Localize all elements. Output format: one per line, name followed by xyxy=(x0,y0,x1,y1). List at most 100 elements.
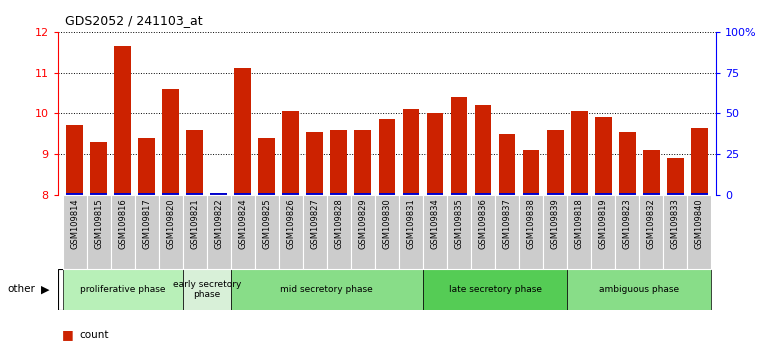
Bar xyxy=(162,193,179,195)
Text: GSM109816: GSM109816 xyxy=(118,198,127,249)
Bar xyxy=(114,46,131,195)
Text: GSM109829: GSM109829 xyxy=(358,198,367,249)
Bar xyxy=(667,158,684,195)
Text: GSM109836: GSM109836 xyxy=(478,198,487,249)
Bar xyxy=(111,195,135,269)
Bar xyxy=(279,195,303,269)
Text: GSM109832: GSM109832 xyxy=(647,198,656,249)
Text: mid secretory phase: mid secretory phase xyxy=(280,285,373,294)
Bar xyxy=(182,269,231,310)
Text: GSM109820: GSM109820 xyxy=(166,198,176,249)
Bar xyxy=(351,195,375,269)
Text: early secretory
phase: early secretory phase xyxy=(172,280,241,299)
Bar xyxy=(90,193,107,195)
Bar xyxy=(691,127,708,195)
Bar xyxy=(283,111,300,195)
Text: count: count xyxy=(79,330,109,339)
Bar xyxy=(90,142,107,195)
Bar xyxy=(591,195,615,269)
Bar xyxy=(519,195,543,269)
Text: ▶: ▶ xyxy=(41,284,49,295)
Text: GSM109827: GSM109827 xyxy=(310,198,320,249)
Text: other: other xyxy=(8,284,35,295)
Bar xyxy=(231,195,255,269)
Bar xyxy=(234,69,251,195)
Bar xyxy=(303,195,326,269)
Text: GSM109831: GSM109831 xyxy=(407,198,416,249)
Bar xyxy=(499,193,515,195)
Text: GSM109825: GSM109825 xyxy=(263,198,271,249)
Bar xyxy=(210,193,227,195)
Text: GSM109821: GSM109821 xyxy=(190,198,199,249)
Bar xyxy=(403,109,420,195)
Bar xyxy=(182,195,206,269)
Bar xyxy=(471,195,495,269)
Text: GSM109817: GSM109817 xyxy=(142,198,151,249)
Bar xyxy=(62,195,86,269)
Bar xyxy=(523,150,540,195)
Text: ■: ■ xyxy=(62,353,73,354)
Bar xyxy=(663,195,688,269)
Bar xyxy=(354,130,371,195)
Text: late secretory phase: late secretory phase xyxy=(449,285,541,294)
Bar xyxy=(231,269,423,310)
Text: GSM109830: GSM109830 xyxy=(383,198,391,249)
Bar xyxy=(474,105,491,195)
Bar xyxy=(427,193,444,195)
Bar xyxy=(259,138,275,195)
Bar xyxy=(691,193,708,195)
Bar xyxy=(234,193,251,195)
Bar xyxy=(615,195,639,269)
Text: GSM109818: GSM109818 xyxy=(574,198,584,249)
Bar xyxy=(379,193,395,195)
Text: GSM109828: GSM109828 xyxy=(334,198,343,249)
Bar xyxy=(619,193,635,195)
Bar xyxy=(399,195,423,269)
Bar xyxy=(495,195,519,269)
Text: GSM109834: GSM109834 xyxy=(430,198,440,249)
Text: ■: ■ xyxy=(62,328,73,341)
Bar xyxy=(306,132,323,195)
Text: GSM109815: GSM109815 xyxy=(94,198,103,249)
Bar xyxy=(354,193,371,195)
Bar xyxy=(330,130,347,195)
Bar xyxy=(619,132,635,195)
Bar xyxy=(643,150,660,195)
Bar xyxy=(594,193,611,195)
Bar xyxy=(688,195,711,269)
Bar xyxy=(639,195,663,269)
Bar xyxy=(423,195,447,269)
Bar xyxy=(330,193,347,195)
Bar xyxy=(499,133,515,195)
Bar xyxy=(423,269,567,310)
Bar xyxy=(427,113,444,195)
Bar xyxy=(474,193,491,195)
Bar xyxy=(139,138,155,195)
Text: GSM109833: GSM109833 xyxy=(671,198,680,249)
Bar xyxy=(255,195,279,269)
Bar xyxy=(135,195,159,269)
Bar xyxy=(210,193,227,195)
Bar xyxy=(403,193,420,195)
Text: proliferative phase: proliferative phase xyxy=(80,285,166,294)
Bar xyxy=(139,193,155,195)
Bar xyxy=(447,195,471,269)
Bar xyxy=(571,193,588,195)
Bar xyxy=(162,89,179,195)
Bar xyxy=(206,195,231,269)
Text: GSM109838: GSM109838 xyxy=(527,198,536,249)
Text: GSM109823: GSM109823 xyxy=(623,198,631,249)
Bar xyxy=(283,193,300,195)
Bar xyxy=(379,119,395,195)
Text: GSM109822: GSM109822 xyxy=(214,198,223,249)
Text: GSM109835: GSM109835 xyxy=(454,198,464,249)
Bar xyxy=(567,269,711,310)
Bar xyxy=(66,126,83,195)
Bar xyxy=(375,195,399,269)
Bar xyxy=(66,193,83,195)
Bar xyxy=(643,193,660,195)
Bar xyxy=(86,195,111,269)
Text: GSM109826: GSM109826 xyxy=(286,198,296,249)
Text: GSM109839: GSM109839 xyxy=(551,198,560,249)
Text: GSM109814: GSM109814 xyxy=(70,198,79,249)
